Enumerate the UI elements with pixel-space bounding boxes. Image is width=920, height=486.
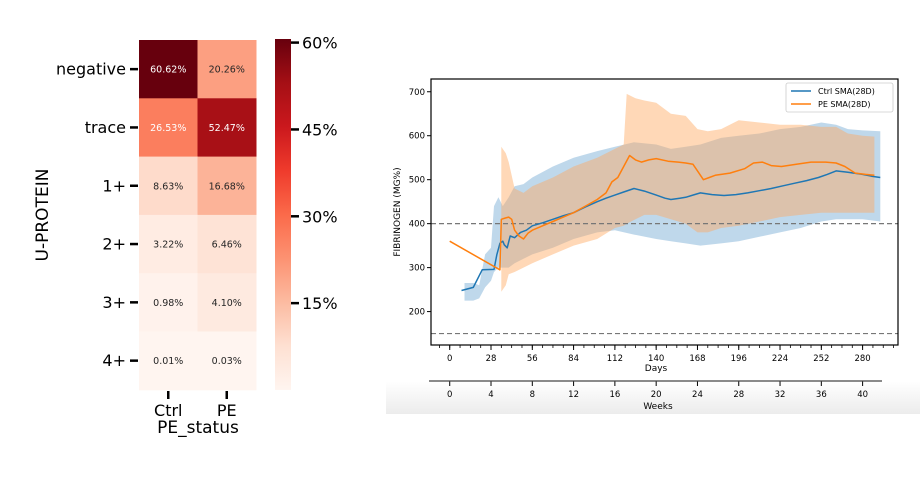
days-axis-ticks: 0 28 56 84 112 140 168 196 224 252 280 [439,345,894,364]
y-tick-label: 300 [409,264,425,274]
heatmap-cell [197,40,257,99]
y-tick-label: 200 [409,308,425,318]
colorbar-ticks: 15% 30% 45% 60% [291,34,338,313]
weeks-tick-label: 24 [692,390,703,400]
colorbar-tick-label: 30% [302,207,338,226]
heatmap-cell-label: 16.68% [209,181,245,192]
heatmap-cell [139,40,198,99]
x-tick-label: 196 [731,354,747,364]
x-tick-label: 56 [527,354,538,364]
weeks-tick-label: 32 [775,390,786,400]
heatmap-cell [197,156,257,216]
y-axis-title: FIBRINOGEN (MG%) [393,167,403,256]
heatmap-row-label: 3+ [102,293,126,312]
weeks-tick-label: 36 [816,390,827,400]
heatmap-cell-label: 60.62% [150,65,186,76]
heatmap-x-axis-title: PE_status [157,418,239,438]
y-axis-ticks: 200 300 400 500 600 700 [409,88,431,318]
heatmap-column-label: PE [217,401,237,420]
ctrl-sma-line [461,170,881,292]
heatmap-cell-label: 52.47% [209,123,245,134]
x-tick-label: 140 [648,354,664,364]
heatmap-row-label: 4+ [102,351,126,370]
heatmap-row-label: 2+ [102,235,126,254]
heatmap-cell [139,156,198,216]
weeks-axis-ticks: 0 4 8 12 16 20 24 28 32 36 40 [447,381,868,400]
heatmap-cell [139,98,198,158]
heatmap-column-labels: Ctrl PE [154,391,237,420]
x-tick-label: 224 [772,354,788,364]
x-tick-label: 280 [854,354,870,364]
y-tick-label: 600 [409,132,425,142]
heatmap-row-label: 1+ [102,176,126,195]
heatmap-cell [139,214,198,274]
x-tick-label: 112 [607,354,623,364]
weeks-tick-label: 0 [447,390,452,400]
heatmap-y-axis-title: U-PROTEIN [33,169,53,262]
heatmap-row-label: negative [56,60,126,79]
heatmap-cell [197,214,257,274]
legend-label-ctrl: Ctrl SMA(28D) [818,87,875,96]
weeks-tick-label: 4 [488,390,493,400]
weeks-tick-label: 12 [568,390,579,400]
colorbar [275,39,291,390]
y-tick-label: 700 [409,88,425,98]
weeks-tick-label: 8 [530,390,535,400]
x-tick-label: 168 [689,354,705,364]
colorbar-tick-label: 15% [302,294,338,313]
reference-lines [431,223,898,335]
heatmap-cell-label: 0.98% [153,298,183,309]
heatmap-cell-label: 20.26% [209,65,245,76]
x-axis-title-days: Days [645,364,668,374]
heatmap-cells: 60.62% 20.26% 26.53% 52.47% 8.63% 16.68% 3.22%… [139,40,257,391]
heatmap-cell [197,331,257,391]
weeks-tick-label: 20 [651,390,662,400]
y-tick-label: 500 [409,176,425,186]
weeks-tick-label: 16 [609,390,620,400]
colorbar-tick-label: 45% [302,120,338,139]
heatmap-cell-label: 26.53% [150,123,186,134]
heatmap-cell [139,273,198,332]
heatmap-row-labels: negative trace 1+ 2+ 3+ 4+ [56,60,138,370]
heatmap-cell-label: 6.46% [212,240,242,251]
x-tick-label: 28 [486,354,497,364]
x-axis-title-weeks: Weeks [643,402,673,412]
y-tick-label: 400 [409,220,425,230]
heatmap-cell-label: 8.63% [153,181,183,192]
heatmap-cell [139,331,198,391]
heatmap-column-label: Ctrl [154,401,182,420]
pe-sma-line [449,154,875,271]
series-lines [449,154,881,292]
legend-box [785,82,894,113]
weeks-tick-label: 28 [733,390,744,400]
x-tick-label: 252 [813,354,829,364]
heatmap-row-label: trace [85,118,126,137]
x-tick-label: 84 [568,354,579,364]
weeks-axis-background [386,381,920,414]
ctrl-confidence-band [464,122,881,301]
weeks-tick-label: 40 [857,390,868,400]
confidence-bands [464,93,881,301]
heatmap-u-protein: 60.62% 20.26% 26.53% 52.47% 8.63% 16.68% 3.22%… [33,34,338,438]
heatmap-cell [197,98,257,158]
legend-label-pe: PE SMA(28D) [818,100,870,109]
colorbar-tick-label: 60% [302,34,338,53]
legend: Ctrl SMA(28D) PE SMA(28D) [785,82,894,113]
plot-frame [430,78,899,346]
heatmap-cell [197,273,257,332]
pe-confidence-band [501,93,875,292]
x-tick-label: 0 [447,354,452,364]
heatmap-cell-label: 0.01% [153,356,183,367]
heatmap-cell-label: 3.22% [153,240,183,251]
heatmap-cell-label: 4.10% [212,298,242,309]
heatmap-cell-label: 0.03% [212,356,242,367]
